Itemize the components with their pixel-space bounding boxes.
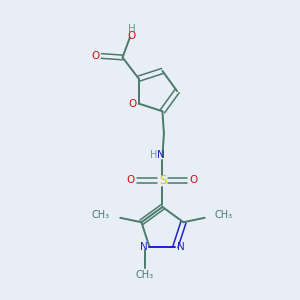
Text: CH₃: CH₃ <box>215 210 233 220</box>
Text: CH₃: CH₃ <box>92 210 110 220</box>
Text: O: O <box>127 31 136 41</box>
Text: CH₃: CH₃ <box>136 270 154 280</box>
Text: N: N <box>140 242 148 252</box>
Text: N: N <box>177 242 184 252</box>
Text: H: H <box>128 24 135 34</box>
Text: O: O <box>128 99 136 109</box>
Text: O: O <box>91 51 100 61</box>
Text: N: N <box>157 150 165 160</box>
Text: O: O <box>127 176 135 185</box>
Text: H: H <box>150 150 157 160</box>
Text: O: O <box>190 176 198 185</box>
Text: S: S <box>159 174 166 187</box>
